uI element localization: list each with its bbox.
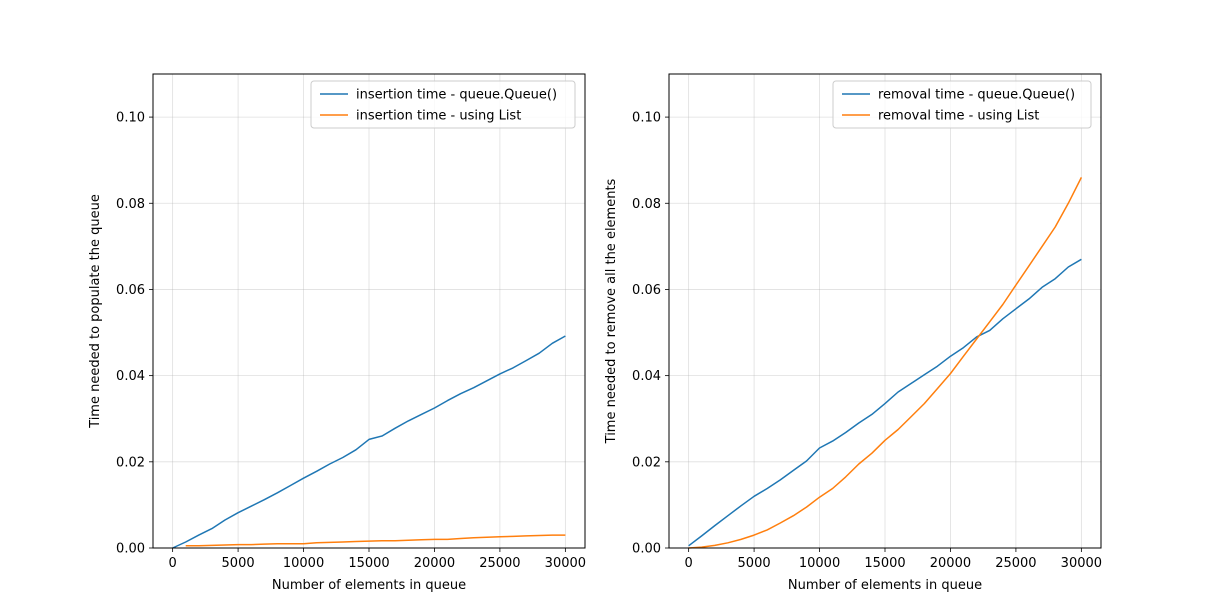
right-x-tick-label: 10000 (799, 556, 840, 571)
left-x-axis-label: Number of elements in queue (272, 578, 466, 593)
right-y-tick-label: 0.00 (632, 542, 661, 557)
right-legend-label-0: removal time - queue.Queue() (878, 88, 1075, 103)
left-y-tick-label: 0.08 (116, 197, 145, 212)
left-x-tick-label: 0 (168, 556, 176, 571)
left-x-tick-label: 15000 (348, 556, 389, 571)
left-chart: 0 5000 10000 15000 20000 25000 30000 0.00 0.02 0.… (88, 73, 586, 593)
right-y-axis-label: Time needed to remove all the elements (604, 178, 619, 444)
right-y-tick-label: 0.10 (632, 111, 661, 126)
left-y-tick-label: 0.00 (116, 542, 145, 557)
right-y-tick-label: 0.06 (632, 283, 661, 298)
right-x-tick-label: 15000 (864, 556, 905, 571)
left-y-tick-label: 0.06 (116, 283, 145, 298)
right-x-axis-label: Number of elements in queue (788, 578, 982, 593)
left-series-line-0 (172, 335, 566, 549)
right-series-line-0 (688, 258, 1082, 547)
right-x-tick-label: 25000 (995, 556, 1036, 571)
left-legend-label-0: insertion time - queue.Queue() (356, 88, 557, 103)
right-legend: removal time - queue.Queue() removal time… (832, 80, 1092, 129)
right-chart: 0 5000 10000 15000 20000 25000 30000 0.00 0.02 0.… (604, 73, 1102, 593)
left-y-tick-label: 0.10 (116, 111, 145, 126)
left-plot-area (153, 74, 585, 548)
right-x-tick-label: 30000 (1061, 556, 1102, 571)
left-legend-label-1: insertion time - using List (356, 109, 521, 124)
right-plot-area (669, 74, 1101, 548)
left-x-tick-label: 25000 (479, 556, 520, 571)
right-legend-box (832, 80, 1092, 129)
right-y-tick-label: 0.02 (632, 455, 661, 470)
left-y-axis-label: Time needed to populate the queue (88, 194, 103, 429)
right-x-tick-label: 20000 (930, 556, 971, 571)
right-x-tick-label: 5000 (738, 556, 771, 571)
right-y-tick-label: 0.04 (632, 369, 661, 384)
left-y-tick-label: 0.04 (116, 369, 145, 384)
left-x-tick-label: 30000 (545, 556, 586, 571)
right-series-line-1 (688, 177, 1083, 549)
right-y-tick-label: 0.08 (632, 197, 661, 212)
right-legend-label-1: removal time - using List (878, 109, 1039, 124)
left-x-tick-label: 5000 (222, 556, 255, 571)
left-legend-box (310, 80, 576, 129)
left-x-tick-label: 10000 (283, 556, 324, 571)
left-series-line-1 (185, 534, 566, 547)
left-legend: insertion time - queue.Queue() insertion … (310, 80, 576, 129)
left-y-tick-label: 0.02 (116, 455, 145, 470)
left-x-tick-label: 20000 (414, 556, 455, 571)
right-x-tick-label: 0 (684, 556, 692, 571)
